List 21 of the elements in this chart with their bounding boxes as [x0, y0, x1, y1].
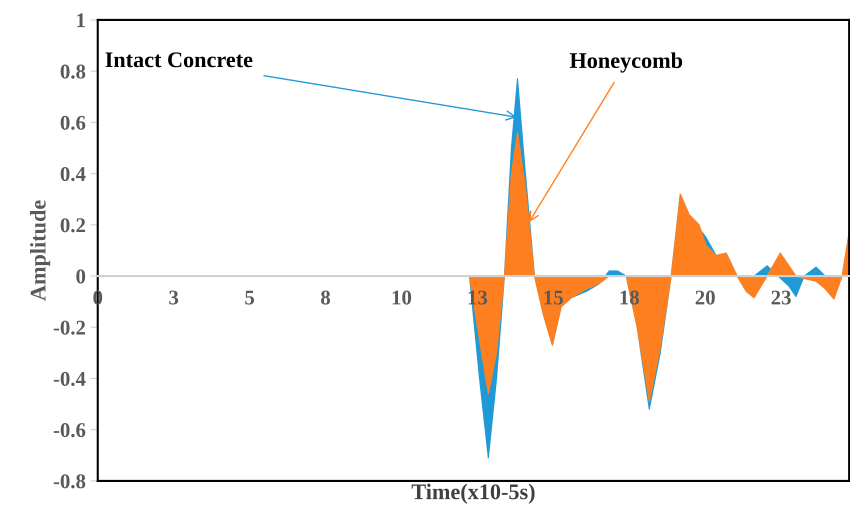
y-axis-title: Amplitude: [30, 200, 50, 301]
x-tick-label: 10: [392, 290, 412, 305]
y-tick-label: 1: [77, 13, 85, 28]
y-tick-label: 0.2: [60, 218, 86, 232]
y-tick-label: 0.6: [60, 116, 86, 130]
x-tick-label: 8: [321, 290, 330, 305]
y-tick-label: 0.8: [60, 64, 86, 79]
annotation: Honeycomb: [570, 52, 682, 73]
x-tick-label: 23: [772, 290, 791, 305]
y-tick-label: -0.6: [54, 423, 86, 438]
x-tick-label: 5: [245, 290, 254, 305]
x-tick-label: 20: [696, 290, 715, 305]
y-tick-label: 0.4: [60, 166, 86, 182]
x-axis-title: Time(x10-5s): [412, 484, 535, 504]
x-tick-label: 15: [544, 290, 563, 305]
x-tick-label: 3: [169, 290, 178, 305]
annotation: Intact Concrete: [105, 52, 252, 68]
y-tick-label: -0.8: [54, 474, 86, 488]
y-tick-label: 0: [76, 269, 86, 284]
y-tick-label: -0.2: [54, 320, 86, 335]
y-tick-label: -0.4: [54, 372, 86, 386]
